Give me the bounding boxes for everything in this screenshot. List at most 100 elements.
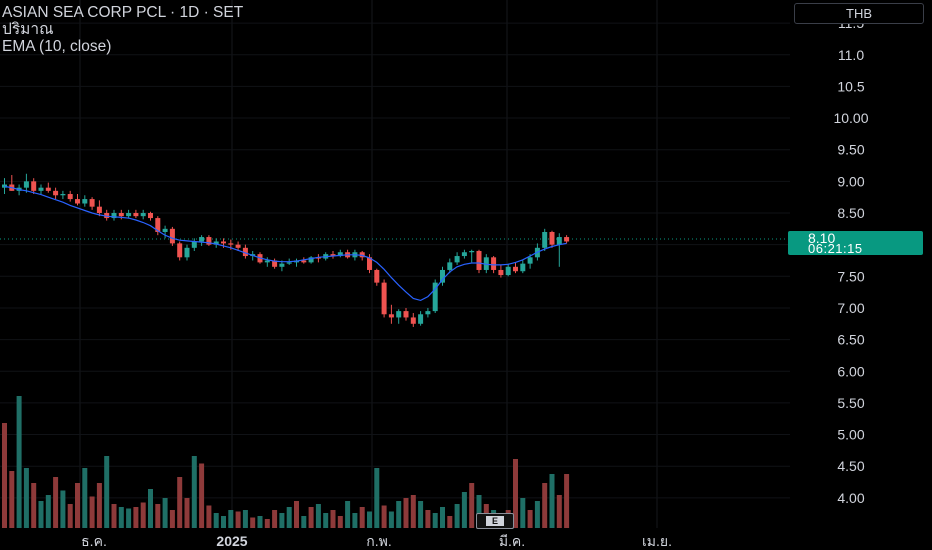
volume-bar: [359, 507, 365, 528]
candle-body: [498, 269, 504, 276]
volume-bar: [425, 510, 431, 528]
candle-body: [476, 250, 482, 270]
volume-bar: [155, 504, 161, 528]
volume-bar: [257, 516, 263, 528]
candle-body: [82, 199, 88, 204]
candle-body: [272, 260, 278, 267]
candle-body: [111, 213, 117, 219]
volume-bar: [96, 483, 102, 528]
candle-body: [513, 266, 518, 272]
candle: [60, 190, 66, 200]
volume-bar: [461, 492, 467, 528]
candle: [184, 244, 190, 261]
candle-body: [286, 262, 292, 264]
volume-bar: [549, 474, 555, 528]
volume-bar: [440, 507, 445, 528]
candle: [191, 238, 197, 251]
candle-body: [75, 199, 80, 204]
candle-body: [483, 257, 489, 270]
candle-body: [67, 194, 73, 200]
volume-bar: [250, 517, 256, 528]
candle-body: [133, 213, 139, 217]
volume-bar: [286, 507, 292, 528]
symbol-title[interactable]: ASIAN SEA CORP PCL · 1D · SET: [2, 4, 244, 21]
volume-bar: [82, 468, 88, 528]
volume-legend[interactable]: ปริมาณ: [2, 21, 54, 38]
time-axis: ธ.ค. 2025 ก.พ. มี.ค. เม.ย.: [81, 533, 672, 549]
candle: [345, 249, 351, 259]
candle: [169, 226, 175, 246]
candle-body: [96, 206, 102, 213]
currency-button[interactable]: THB: [794, 3, 924, 24]
price-axis: 11.511.010.510.009.509.008.508.007.507.0…: [833, 15, 868, 506]
volume-bar: [279, 513, 285, 528]
volume-bar: [133, 507, 139, 528]
volume-bar: [213, 513, 219, 528]
candle: [294, 258, 299, 267]
candle: [53, 187, 59, 200]
candle-body: [440, 269, 445, 283]
candle: [75, 194, 80, 206]
candle: [2, 178, 7, 195]
candle-body: [213, 241, 219, 245]
candle: [38, 184, 44, 195]
candle-body: [461, 252, 467, 257]
volume-bar: [206, 505, 212, 528]
candle: [410, 313, 416, 327]
candle-body: [520, 263, 526, 272]
volume-bar: [177, 477, 183, 528]
volume-bar: [315, 504, 321, 528]
volume-bar: [148, 489, 153, 528]
volume-bar: [520, 498, 526, 528]
candle-body: [432, 282, 438, 312]
candles: [2, 173, 570, 327]
candle: [381, 279, 387, 318]
chart-grid: [0, 0, 790, 528]
candle-body: [38, 187, 44, 191]
candle: [301, 257, 307, 264]
candle: [476, 249, 482, 274]
volume-bar: [564, 474, 570, 528]
price-tick-label: 4.50: [837, 458, 864, 474]
candle: [440, 266, 445, 286]
candle-body: [45, 187, 51, 191]
volume-bar: [432, 513, 438, 528]
candle-body: [301, 260, 307, 263]
earnings-marker[interactable]: E: [476, 513, 514, 529]
candle-body: [388, 314, 394, 318]
candle: [155, 216, 161, 236]
candle: [31, 178, 37, 195]
candle: [432, 279, 438, 314]
candle-body: [264, 260, 270, 263]
candle-body: [206, 237, 212, 245]
volume-bar: [374, 468, 380, 528]
price-tick-label: 8.50: [837, 205, 864, 221]
volume-bar: [294, 501, 299, 528]
price-tick-label: 7.00: [837, 300, 864, 316]
volume-bar: [45, 495, 51, 528]
volume-bar: [111, 504, 117, 528]
candle-body: [2, 184, 7, 188]
candle: [133, 209, 139, 219]
candle-body: [60, 194, 66, 196]
candle-body: [374, 269, 380, 283]
candle: [447, 258, 453, 274]
candle-body: [469, 250, 475, 253]
candle: [556, 233, 562, 267]
volume-bar: [264, 519, 270, 528]
ema-legend[interactable]: EMA (10, close): [2, 38, 112, 55]
candle-body: [556, 237, 562, 245]
candle: [111, 209, 117, 221]
price-tick-label: 5.50: [837, 395, 864, 411]
volume-bar: [89, 496, 95, 528]
volume-bar: [527, 510, 533, 528]
volume-bar: [118, 507, 124, 528]
time-tick-label: ธ.ค.: [81, 533, 107, 549]
candle-body: [191, 241, 197, 248]
candle: [82, 195, 88, 207]
candle: [469, 249, 475, 263]
last-price-value: 8.10: [808, 230, 836, 246]
candle: [148, 211, 153, 221]
volume-bar: [67, 504, 73, 528]
